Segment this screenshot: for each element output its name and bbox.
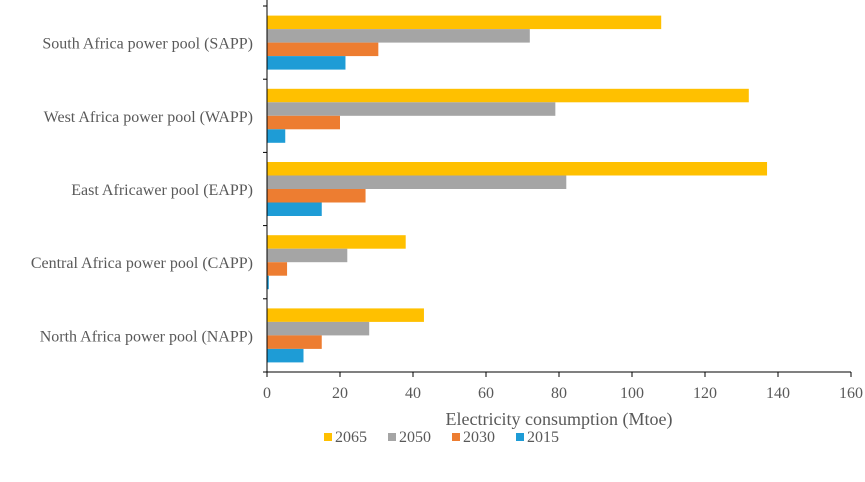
- category-label: South Africa power pool (SAPP): [42, 36, 253, 53]
- bar-2030-0: [267, 42, 379, 57]
- axes-layer: [263, 0, 852, 377]
- legend-label-2065: 2065: [335, 429, 367, 446]
- bars-layer: [267, 15, 768, 363]
- x-tick-label: 100: [620, 385, 644, 402]
- bar-2030-4: [267, 335, 322, 349]
- bar-2050-4: [267, 321, 370, 336]
- x-tick-label: 40: [405, 385, 421, 402]
- bar-2050-2: [267, 175, 567, 189]
- bar-2015-4: [267, 348, 304, 363]
- bar-2030-1: [267, 115, 340, 130]
- x-tick-label: 60: [478, 385, 494, 402]
- x-tick-label: 120: [693, 385, 717, 402]
- bar-2065-0: [267, 15, 662, 30]
- legend-swatch-2065: [324, 433, 332, 441]
- legend: 2065 2050 2030 2015: [324, 429, 559, 446]
- legend-label-2050: 2050: [399, 429, 431, 446]
- bar-2015-0: [267, 56, 346, 70]
- x-tick-label: 160: [839, 385, 863, 402]
- legend-swatch-2015: [516, 433, 524, 441]
- x-tick-label: 140: [766, 385, 790, 402]
- x-tick-label: 80: [551, 385, 567, 402]
- bar-2015-3: [267, 275, 269, 290]
- labels-layer: 0 20 40 60 80 100 120 140 160 South Africa power …: [31, 36, 863, 430]
- bar-2015-2: [267, 202, 322, 216]
- x-tick-label: 20: [332, 385, 348, 402]
- legend-swatch-2050: [388, 433, 396, 441]
- bar-2030-2: [267, 189, 366, 203]
- bar-2050-1: [267, 102, 556, 116]
- bar-2065-3: [267, 235, 406, 249]
- bar-2030-3: [267, 262, 288, 276]
- x-axis-title: Electricity consumption (Mtoe): [446, 409, 673, 430]
- category-label: West Africa power pool (WAPP): [44, 109, 253, 126]
- bar-2050-3: [267, 248, 348, 263]
- bar-2065-4: [267, 308, 424, 322]
- legend-swatch-2030: [452, 433, 460, 441]
- category-label: East Africawer pool (EAPP): [71, 182, 253, 199]
- x-tick-label: 0: [263, 385, 271, 402]
- bar-2050-0: [267, 29, 530, 43]
- legend-label-2015: 2015: [527, 429, 559, 446]
- bar-2065-2: [267, 162, 768, 176]
- category-label: North Africa power pool (NAPP): [40, 328, 253, 345]
- bar-2065-1: [267, 88, 749, 103]
- legend-label-2030: 2030: [463, 429, 495, 446]
- category-label: Central Africa power pool (CAPP): [31, 255, 253, 272]
- bar-2015-1: [267, 129, 286, 143]
